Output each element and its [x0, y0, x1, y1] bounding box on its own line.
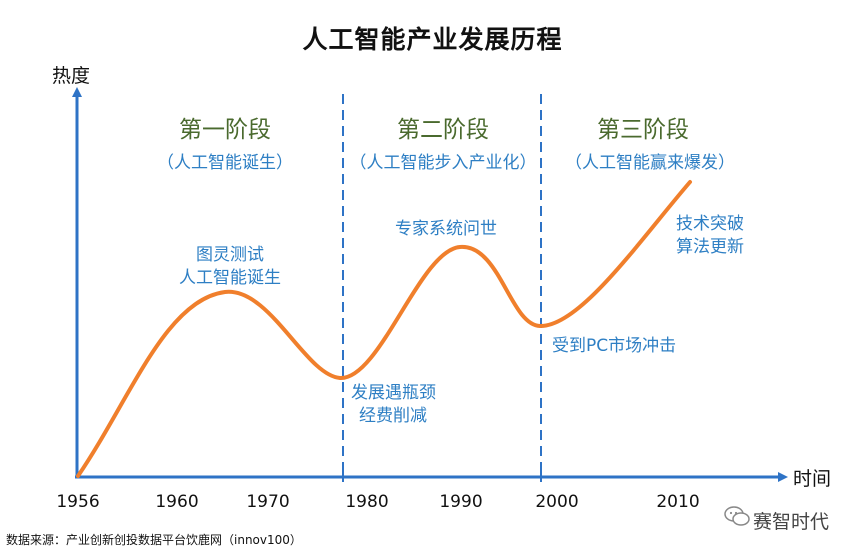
y-axis-label: 热度: [52, 65, 91, 87]
x-tick-label: 1980: [345, 492, 389, 512]
x-tick-label: 1970: [246, 492, 290, 512]
stage-2-subtitle: （人工智能步入产业化）: [349, 153, 537, 173]
watermark-text: 赛智时代: [753, 511, 830, 533]
annotation-turing: 图灵测试 人工智能诞生: [179, 244, 281, 290]
annotation-line: 图灵测试: [196, 245, 264, 265]
x-tick-label: 1956: [56, 492, 100, 512]
annotation-line: 发展遇瓶颈: [351, 383, 436, 403]
source-note: 数据来源：产业创新创投数据平台饮鹿网（innov100）: [6, 533, 302, 547]
annotation-breakthrough: 技术突破 算法更新: [676, 213, 744, 259]
x-axis-label: 时间: [793, 468, 832, 490]
stage-1-title: 第一阶段: [179, 117, 271, 143]
x-tick-label: 2000: [535, 492, 579, 512]
annotation-line: 受到PC市场冲击: [552, 336, 677, 356]
wechat-icon: [724, 506, 750, 526]
heat-curve: [76, 180, 692, 478]
stage-2-title: 第二阶段: [397, 117, 489, 143]
annotation-bottleneck: 发展遇瓶颈 经费削减: [351, 382, 436, 428]
diagram-title: 人工智能产业发展历程: [302, 25, 563, 54]
stage-1-subtitle: （人工智能诞生）: [157, 153, 293, 173]
x-tick-label: 1960: [155, 492, 199, 512]
annotation-expert-systems: 专家系统问世: [395, 218, 497, 241]
stage-3-subtitle: （人工智能赢来爆发）: [565, 153, 735, 173]
annotation-pc-market: 受到PC市场冲击: [552, 335, 676, 358]
annotation-line: 算法更新: [676, 237, 744, 257]
stage-3-title: 第三阶段: [597, 117, 689, 143]
x-tick-label: 1990: [439, 492, 483, 512]
annotation-line: 技术突破: [676, 214, 744, 234]
x-tick-label: 2010: [656, 492, 700, 512]
annotation-line: 人工智能诞生: [179, 268, 281, 288]
annotation-line: 经费削减: [359, 406, 427, 426]
annotation-line: 专家系统问世: [395, 219, 497, 239]
